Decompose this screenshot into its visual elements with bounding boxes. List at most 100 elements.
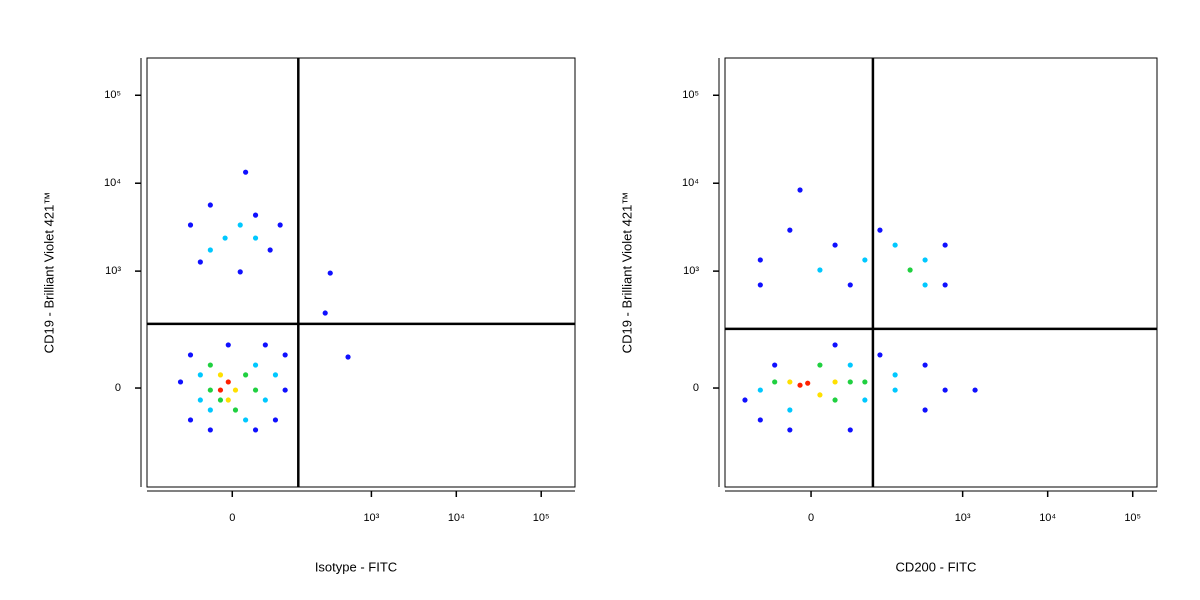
event-dot [847,362,853,368]
event-dot [225,397,231,403]
y-tick-label: 10⁵ [682,89,699,101]
event-dot [237,269,243,275]
y-tick-label: 10⁴ [104,177,121,189]
event-dot [922,257,928,263]
event-dot [972,387,978,393]
event-dot [262,397,268,403]
event-dot [862,379,868,385]
event-dot [187,222,194,228]
event-dot [243,169,249,175]
y-tick-label: 0 [115,382,121,394]
event-dot [327,270,333,276]
event-dot [207,387,213,393]
event-dot [222,235,228,241]
event-dot [217,397,224,403]
event-dot [817,392,823,398]
event-dot [877,227,883,233]
event-dot [942,387,948,393]
event-dot [847,282,853,288]
event-dot [277,222,283,228]
event-dot [817,362,823,368]
y-axis-title: CD19 - Brilliant Violet 421™ [619,192,634,354]
event-dot [787,407,793,413]
event-dot [862,397,868,403]
event-dot [805,380,811,386]
event-dot [252,387,259,393]
event-dot [267,247,273,253]
event-dot [322,310,328,316]
y-axis-title: CD19 - Brilliant Violet 421™ [41,192,56,354]
event-dot [252,427,259,433]
plot-frame [146,57,576,488]
event-dot [177,379,184,385]
y-tick-label: 10⁴ [682,177,699,189]
event-dot [922,362,928,368]
event-dot [922,282,928,288]
event-dot [207,362,213,368]
event-dot [742,397,748,403]
event-dot [877,352,883,358]
event-dot [197,397,203,403]
x-tick-label: 10⁵ [533,512,550,524]
event-dot [232,387,239,393]
x-tick-label: 10³ [955,512,971,524]
x-tick-label: 10⁵ [1124,512,1141,524]
event-dot [772,379,778,385]
x-tick-label: 10⁴ [448,512,465,524]
event-dot [282,387,288,393]
event-dot [232,407,239,413]
event-dot [772,362,778,368]
x-tick-label: 10³ [363,512,379,524]
x-tick-label: 0 [229,512,235,524]
event-dot [832,242,838,248]
event-dot [272,417,279,423]
event-dot [892,242,898,248]
event-dot [237,222,243,228]
y-tick-label: 0 [693,382,699,394]
event-dot [847,379,853,385]
event-dot [225,342,231,348]
event-dot [847,427,853,433]
event-dot [272,372,279,378]
event-dot [217,387,224,393]
y-tick-label: 10⁵ [104,89,121,101]
event-dot [787,227,793,233]
event-dot [757,387,763,393]
event-dot [922,407,928,413]
event-dot [907,267,913,273]
event-dot [942,242,948,248]
event-dot [252,235,259,241]
event-dot [797,382,803,388]
x-tick-label: 10⁴ [1039,512,1056,524]
event-dot [797,187,803,193]
event-dot [757,257,763,263]
event-dot [197,259,203,265]
event-dot [252,212,259,218]
event-dot [207,247,213,253]
event-dot [207,427,213,433]
event-dot [757,417,763,423]
x-axis-title: Isotype - FITC [315,559,397,574]
event-dot [197,372,203,378]
event-dot [942,282,948,288]
event-dot [217,372,224,378]
y-tick-label: 10³ [683,265,699,277]
event-dot [892,372,898,378]
event-dot [207,407,213,413]
event-dot [757,282,763,288]
event-dot [787,379,793,385]
event-dot [282,352,288,358]
plot: 0 10³ 10⁴ 10⁵ 0 10³ 10⁴ 10⁵ CD200 - FITC CD19 - B… [619,57,1158,574]
event-dot [243,372,249,378]
event-dot [262,342,268,348]
event-dot [832,342,838,348]
x-tick-label: 0 [808,512,814,524]
event-dot [243,417,249,423]
event-dot [187,417,194,423]
plot-frame [724,57,1158,488]
event-dot [832,379,838,385]
event-dot [892,387,898,393]
event-dot [225,379,231,385]
y-tick-label: 10³ [105,265,121,277]
